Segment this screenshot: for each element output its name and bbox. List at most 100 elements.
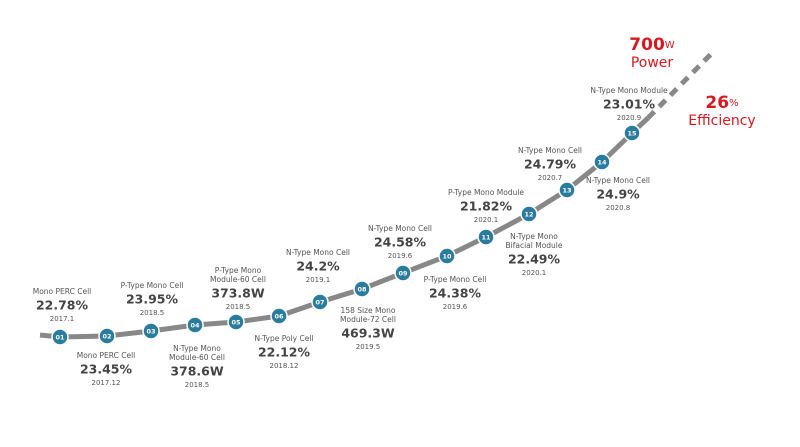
milestone-label: Mono PERC Cell xyxy=(77,351,136,360)
target-label: Efficiency xyxy=(688,113,755,129)
milestone-label: P-Type Mono Cell xyxy=(424,275,487,284)
node xyxy=(520,205,538,223)
milestone-value: 24.2% xyxy=(296,259,340,274)
milestone: N-Type Mono Cell 24.79% 2020.7 13 xyxy=(518,146,582,199)
node-number: 12 xyxy=(524,211,533,219)
milestone-date: 2020.7 xyxy=(538,174,563,182)
milestone: N-Type Mono Cell 24.2% 2019.1 07 xyxy=(286,248,350,311)
milestone-label: 158 Size Mono xyxy=(341,306,396,315)
milestone-value: 469.3W xyxy=(341,326,395,341)
milestone-date: 2019.6 xyxy=(388,252,413,260)
milestone-date: 2019.5 xyxy=(356,343,381,351)
milestone-value: 22.49% xyxy=(508,252,561,267)
node-number: 02 xyxy=(102,333,111,341)
node-number: 11 xyxy=(481,234,491,242)
milestone-value: 21.82% xyxy=(460,199,513,214)
milestone-label: Module-60 Cell xyxy=(169,353,225,362)
target-value: 26% xyxy=(705,93,738,113)
node-number: 13 xyxy=(562,187,571,195)
milestone-label: N-Type Poly Cell xyxy=(254,334,313,343)
milestone-label: P-Type Mono xyxy=(215,266,262,275)
milestone: P-Type Mono Cell 24.38% 2019.6 10 xyxy=(424,247,487,311)
milestone: P-Type Mono Cell 23.95% 2018.5 03 xyxy=(121,281,184,340)
milestone-label: N-Type Mono Cell xyxy=(518,146,582,155)
milestone-date: 2018.5 xyxy=(140,309,165,317)
node xyxy=(98,327,116,345)
milestone-label: N-Type Mono xyxy=(510,232,558,241)
node xyxy=(186,316,204,334)
milestone-value: 23.95% xyxy=(126,292,179,307)
milestone: N-Type Poly Cell 22.12% 2018.12 06 xyxy=(254,307,314,370)
node xyxy=(142,322,160,340)
node xyxy=(51,328,69,346)
milestone-label: N-Type Mono xyxy=(173,344,221,353)
milestone-date: 2020.9 xyxy=(617,114,642,122)
node-number: 03 xyxy=(146,328,155,336)
node xyxy=(311,293,329,311)
node xyxy=(593,153,611,171)
node-number: 15 xyxy=(627,130,637,138)
milestone-label: Bifacial Module xyxy=(505,241,562,250)
milestone-label: Mono PERC Cell xyxy=(33,287,92,296)
milestone-value: 24.38% xyxy=(429,286,482,301)
milestone-label: P-Type Mono Cell xyxy=(121,281,184,290)
node xyxy=(270,307,288,325)
node xyxy=(353,280,371,298)
milestone-date: 2017.12 xyxy=(92,379,121,387)
target-number: 700 xyxy=(629,35,665,55)
milestone: N-Type Mono Cell 24.9% 2020.8 14 xyxy=(586,153,650,212)
milestone-label: N-Type Mono Cell xyxy=(368,224,432,233)
milestone-date: 2020.8 xyxy=(606,204,631,212)
milestone-value: 24.79% xyxy=(524,157,577,172)
node-number: 07 xyxy=(315,299,324,307)
milestone-date: 2017.1 xyxy=(50,315,75,323)
target-label: Power xyxy=(631,55,674,71)
target-unit: % xyxy=(729,98,739,109)
milestone-value: 24.58% xyxy=(374,235,427,250)
milestone-label: Module-72 Cell xyxy=(340,315,396,324)
node xyxy=(394,264,412,282)
milestone: Mono PERC Cell 23.45% 2017.12 02 xyxy=(77,327,136,387)
milestone: N-Type Mono Module 23.01% 2020.9 15 xyxy=(590,86,668,142)
node-number: 01 xyxy=(55,334,65,342)
milestone-label: N-Type Mono Cell xyxy=(286,248,350,257)
milestone-value: 22.78% xyxy=(36,298,89,313)
node-number: 10 xyxy=(442,253,452,261)
node xyxy=(227,313,245,331)
milestone-value: 23.01% xyxy=(603,97,656,112)
milestone-value: 373.8W xyxy=(211,286,265,301)
milestone-value: 24.9% xyxy=(596,187,640,202)
milestone-value: 22.12% xyxy=(258,345,311,360)
milestone: P-Type Mono Module 21.82% 2020.1 11 xyxy=(448,188,524,246)
milestone-date: 2019.6 xyxy=(443,303,468,311)
milestone-label: Module-60 Cell xyxy=(210,275,266,284)
milestone-date: 2020.1 xyxy=(522,269,547,277)
node-number: 05 xyxy=(231,319,241,327)
milestone: N-Type Mono Cell 24.58% 2019.6 09 xyxy=(368,224,432,282)
node xyxy=(477,228,495,246)
milestone-label: P-Type Mono Module xyxy=(448,188,524,197)
milestone-date: 2018.5 xyxy=(185,381,210,389)
node-number: 14 xyxy=(597,159,607,167)
milestone-date: 2018.5 xyxy=(226,303,251,311)
node xyxy=(558,181,576,199)
milestone-value: 23.45% xyxy=(80,362,133,377)
node-number: 06 xyxy=(274,313,284,321)
milestone-label: N-Type Mono Cell xyxy=(586,176,650,185)
node xyxy=(623,124,641,142)
node-number: 08 xyxy=(357,286,367,294)
node xyxy=(438,247,456,265)
milestone-value: 378.6W xyxy=(170,364,224,379)
target-number: 26 xyxy=(705,93,729,113)
milestone: Mono PERC Cell 22.78% 2017.1 01 xyxy=(33,287,92,346)
milestone-label: N-Type Mono Module xyxy=(590,86,668,95)
target-value: 700W xyxy=(629,35,675,55)
node-number: 09 xyxy=(398,270,408,278)
node-number: 04 xyxy=(190,322,200,330)
milestone-date: 2020.1 xyxy=(474,216,499,224)
